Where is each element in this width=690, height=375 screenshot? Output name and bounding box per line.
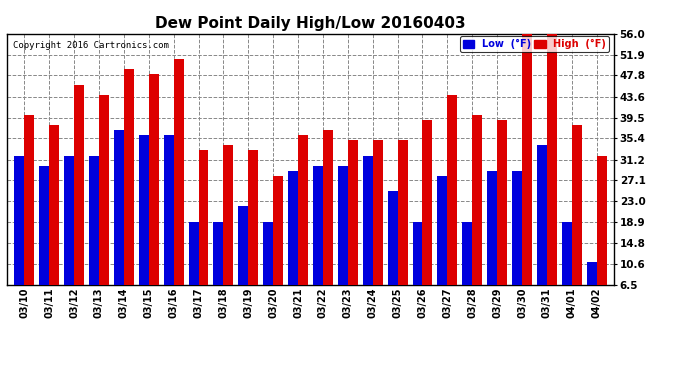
Bar	[139, 135, 149, 318]
Bar	[99, 94, 109, 318]
Bar	[397, 140, 408, 318]
Bar	[89, 156, 99, 318]
Bar	[472, 115, 482, 318]
Bar	[522, 28, 532, 318]
Bar	[497, 120, 507, 318]
Bar	[572, 125, 582, 318]
Bar	[213, 222, 224, 318]
Bar	[437, 176, 447, 318]
Bar	[537, 146, 547, 318]
Bar	[597, 156, 607, 318]
Bar	[462, 222, 472, 318]
Bar	[512, 171, 522, 318]
Bar	[74, 84, 84, 318]
Bar	[64, 156, 74, 318]
Bar	[199, 150, 208, 318]
Bar	[263, 222, 273, 318]
Bar	[238, 206, 248, 318]
Bar	[174, 59, 184, 318]
Bar	[14, 156, 24, 318]
Bar	[562, 222, 572, 318]
Bar	[338, 166, 348, 318]
Bar	[422, 120, 433, 318]
Bar	[288, 171, 298, 318]
Bar	[224, 146, 233, 318]
Bar	[49, 125, 59, 318]
Bar	[149, 74, 159, 318]
Bar	[188, 222, 199, 318]
Bar	[124, 69, 134, 318]
Bar	[348, 140, 358, 318]
Bar	[248, 150, 258, 318]
Bar	[447, 94, 457, 318]
Bar	[39, 166, 49, 318]
Bar	[323, 130, 333, 318]
Bar	[164, 135, 174, 318]
Bar	[413, 222, 422, 318]
Text: Copyright 2016 Cartronics.com: Copyright 2016 Cartronics.com	[13, 41, 169, 50]
Bar	[313, 166, 323, 318]
Bar	[298, 135, 308, 318]
Legend: Low  (°F), High  (°F): Low (°F), High (°F)	[460, 36, 609, 52]
Bar	[547, 28, 557, 318]
Bar	[114, 130, 124, 318]
Bar	[388, 191, 397, 318]
Bar	[586, 262, 597, 318]
Bar	[487, 171, 497, 318]
Bar	[373, 140, 383, 318]
Bar	[24, 115, 34, 318]
Title: Dew Point Daily High/Low 20160403: Dew Point Daily High/Low 20160403	[155, 16, 466, 31]
Bar	[273, 176, 283, 318]
Bar	[363, 156, 373, 318]
